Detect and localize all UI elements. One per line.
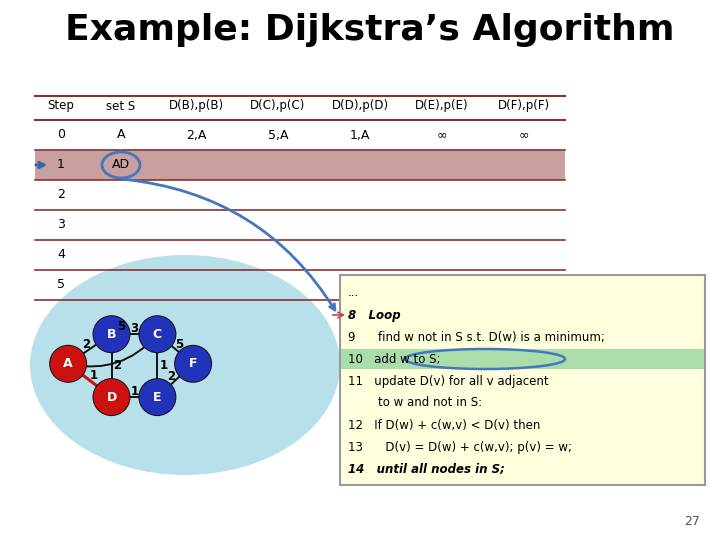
Circle shape [50, 346, 86, 382]
Circle shape [92, 315, 130, 353]
Ellipse shape [30, 255, 340, 475]
Text: 2: 2 [114, 359, 122, 372]
Text: D(F),p(F): D(F),p(F) [498, 99, 550, 112]
Text: 0: 0 [57, 129, 65, 141]
Text: 5: 5 [117, 321, 125, 334]
Circle shape [92, 378, 130, 416]
Text: 14   until all nodes in S;: 14 until all nodes in S; [348, 462, 505, 476]
Text: 11   update D(v) for all v adjacent: 11 update D(v) for all v adjacent [348, 375, 549, 388]
Text: 5: 5 [57, 279, 65, 292]
Circle shape [174, 345, 212, 383]
Text: B: B [107, 328, 116, 341]
Text: A: A [117, 129, 125, 141]
FancyBboxPatch shape [340, 275, 705, 485]
Text: 1: 1 [159, 359, 168, 372]
Text: 1,A: 1,A [350, 129, 370, 141]
Text: 2: 2 [57, 188, 65, 201]
Text: 2: 2 [167, 369, 175, 382]
Text: Step: Step [48, 99, 74, 112]
Bar [341, 349, 704, 369]
Text: A: A [63, 357, 73, 370]
Text: AD: AD [112, 159, 130, 172]
Text: Example: Dijkstra’s Algorithm: Example: Dijkstra’s Algorithm [66, 13, 675, 47]
Text: 1: 1 [130, 384, 138, 397]
Text: D(E),p(E): D(E),p(E) [415, 99, 469, 112]
Text: 3: 3 [130, 322, 138, 335]
Text: set S: set S [107, 99, 135, 112]
Text: 1: 1 [57, 159, 65, 172]
Circle shape [140, 379, 176, 415]
Text: 12   If D(w) + c(w,v) < D(v) then: 12 If D(w) + c(w,v) < D(v) then [348, 418, 541, 431]
Text: ...: ... [348, 287, 359, 300]
Text: E: E [153, 390, 162, 403]
Text: D(C),p(C): D(C),p(C) [251, 99, 306, 112]
Circle shape [138, 315, 176, 353]
Text: F: F [189, 357, 197, 370]
Text: to w and not in S:: to w and not in S: [348, 396, 482, 409]
Text: ∞: ∞ [519, 129, 529, 141]
Text: 5: 5 [175, 338, 183, 351]
Text: 1: 1 [89, 369, 97, 382]
Bar [35, 150, 565, 180]
Text: 2: 2 [82, 338, 91, 350]
Circle shape [49, 345, 87, 383]
Circle shape [175, 346, 211, 382]
Text: 2,A: 2,A [186, 129, 206, 141]
Circle shape [94, 316, 130, 352]
Circle shape [140, 316, 176, 352]
Text: C: C [153, 328, 162, 341]
Text: ∞: ∞ [437, 129, 447, 141]
Text: 8   Loop: 8 Loop [348, 308, 400, 321]
Text: D(D),p(D): D(D),p(D) [331, 99, 389, 112]
Text: 9      find w not in S s.t. D(w) is a minimum;: 9 find w not in S s.t. D(w) is a minimum… [348, 330, 605, 343]
Text: 5,A: 5,A [268, 129, 288, 141]
Text: D: D [107, 390, 117, 403]
Text: 13      D(v) = D(w) + c(w,v); p(v) = w;: 13 D(v) = D(w) + c(w,v); p(v) = w; [348, 441, 572, 454]
Circle shape [138, 378, 176, 416]
Text: 3: 3 [57, 219, 65, 232]
Text: D(B),p(B): D(B),p(B) [168, 99, 224, 112]
Circle shape [94, 379, 130, 415]
Text: 27: 27 [684, 515, 700, 528]
Text: 4: 4 [57, 248, 65, 261]
Text: 10   add w to S;: 10 add w to S; [348, 353, 441, 366]
